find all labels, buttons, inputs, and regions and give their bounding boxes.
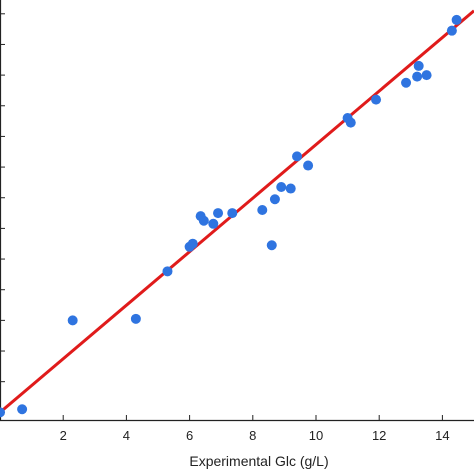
data-point	[257, 205, 268, 215]
data-point	[292, 151, 303, 162]
data-point	[412, 71, 423, 82]
data-point	[276, 182, 287, 193]
x-tick-label: 10	[309, 428, 323, 443]
x-tick-label: 6	[186, 428, 193, 443]
x-tick-label: 12	[372, 428, 386, 443]
data-point	[451, 14, 462, 25]
data-point	[345, 117, 356, 128]
data-point	[0, 407, 5, 418]
data-point	[285, 183, 296, 194]
data-point	[446, 25, 457, 36]
data-point	[130, 313, 141, 324]
data-point	[208, 218, 219, 229]
data-point	[269, 194, 280, 205]
data-point	[421, 70, 432, 81]
data-point	[67, 315, 78, 326]
data-point	[227, 208, 238, 219]
data-point	[162, 266, 173, 277]
x-tick-label: 2	[60, 428, 67, 443]
data-point	[17, 404, 28, 415]
data-point	[187, 238, 198, 249]
x-axis-label: Experimental Glc (g/L)	[189, 453, 328, 469]
data-point	[413, 60, 424, 71]
data-point	[266, 240, 277, 251]
x-tick-label: 8	[249, 428, 256, 443]
x-axis-ticks: 2 4 6 8 10 12 14	[60, 415, 450, 443]
data-point	[401, 77, 412, 88]
x-tick-label: 4	[123, 428, 130, 443]
data-points	[0, 14, 462, 418]
data-point	[213, 208, 224, 219]
x-tick-label: 14	[435, 428, 449, 443]
data-point	[371, 94, 382, 105]
axes	[0, 0, 474, 422]
data-point	[303, 160, 314, 171]
data-point	[198, 215, 209, 226]
